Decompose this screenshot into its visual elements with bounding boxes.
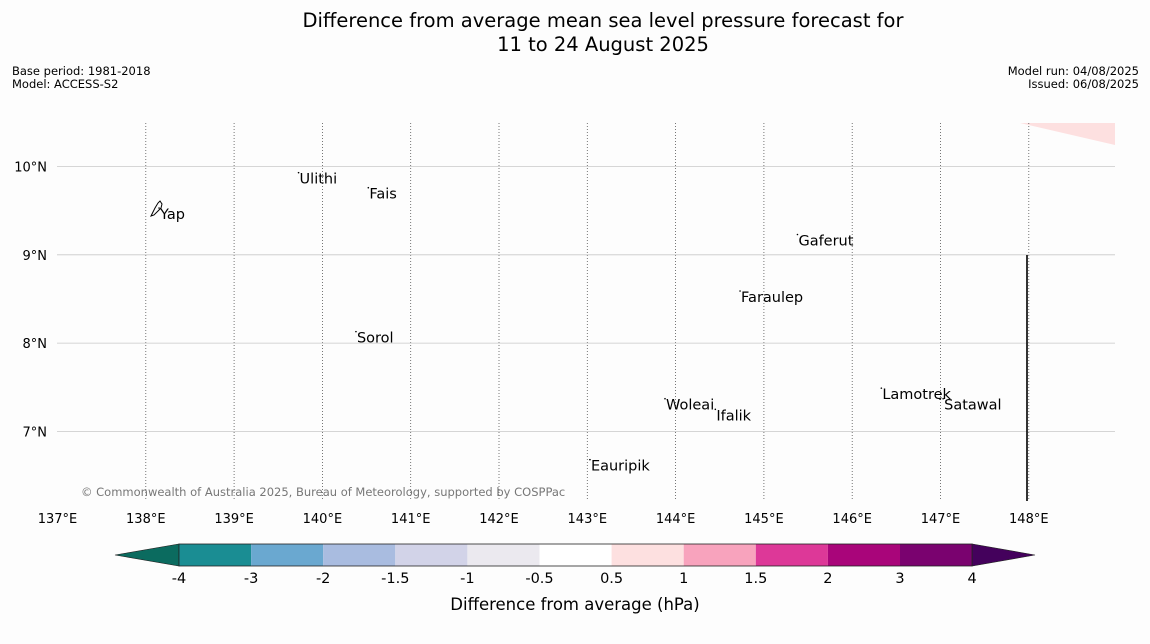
longitude-label: 144°E: [656, 512, 696, 527]
place-marker: [739, 290, 741, 292]
colorbar-tick-label: 1.5: [744, 571, 767, 587]
place-label: Sorol: [357, 331, 394, 347]
place-label: Ulithi: [300, 172, 338, 188]
title-line-1: Difference from average mean sea level p…: [302, 9, 904, 32]
place-label: Woleai: [666, 398, 714, 414]
latitude-label: 7°N: [23, 425, 48, 440]
colorbar-tick-label: 1: [679, 571, 688, 587]
place-label: Yap: [159, 207, 185, 223]
longitude-label: 139°E: [214, 512, 254, 527]
colorbar-frame: [178, 543, 973, 567]
latitude-label: 8°N: [23, 337, 48, 352]
gridlines: [57, 123, 1115, 501]
longitude-label: 145°E: [744, 512, 784, 527]
colorbar-segment: [611, 544, 684, 566]
anomaly-shade: [1020, 123, 1115, 145]
longitude-label: 140°E: [303, 512, 343, 527]
place-label: Fais: [369, 187, 396, 203]
colorbar-tick-label: 2: [823, 571, 832, 587]
colorbar-ticks: -4 -3 -2 -1.5 -1 -0.5 0.5 1 1.5 2 3 4: [172, 571, 977, 587]
yap-island-outline: [150, 200, 163, 217]
longitude-label: 141°E: [391, 512, 431, 527]
place-marker: [942, 397, 944, 400]
colorbar-extend-low: [114, 543, 180, 567]
place-marker: [664, 397, 666, 400]
latitude-label: 10°N: [14, 161, 47, 176]
issued-text: Issued: 06/08/2025: [1028, 77, 1139, 91]
colorbar-segment: [755, 544, 828, 566]
colorbar-segment: [395, 544, 468, 566]
longitude-label: 143°E: [568, 512, 608, 527]
meta-left: Base period: 1981-2018 Model: ACCESS-S2: [12, 65, 151, 91]
chart-title: Difference from average mean sea level p…: [0, 9, 1150, 57]
colorbar-label: Difference from average (hPa): [450, 595, 699, 614]
model-text: Model: ACCESS-S2: [12, 77, 119, 91]
longitude-label: 142°E: [479, 512, 519, 527]
longitude-label: 147°E: [921, 512, 961, 527]
meta-right: Model run: 04/08/2025 Issued: 06/08/2025: [1008, 65, 1139, 91]
longitude-label: 148°E: [1009, 512, 1049, 527]
place-marker: [158, 207, 160, 209]
place-marker: [589, 458, 591, 461]
latitude-labels: 10°N 9°N 8°N 7°N: [14, 161, 47, 441]
colorbar-tick-label: -2: [316, 571, 330, 587]
colorbar-segment: [179, 544, 252, 566]
place-label: Gaferut: [798, 233, 853, 249]
place-marker: [367, 186, 370, 189]
place-labels: Ulithi Fais Yap Gaferut Faraulep Sorol Lamotre…: [158, 171, 1002, 475]
place-marker: [355, 330, 357, 333]
colorbar-segment: [323, 544, 396, 566]
island-dot: [939, 398, 941, 400]
colorbar-tick-label: -4: [172, 571, 186, 587]
place-marker: [297, 171, 300, 174]
place-label: Ifalik: [716, 408, 751, 424]
longitude-label: 146°E: [832, 512, 872, 527]
latitude-label: 9°N: [23, 249, 48, 264]
longitude-label: 137°E: [38, 512, 78, 527]
colorbar-tick-label: 0.5: [600, 571, 623, 587]
place-marker: [796, 233, 799, 236]
colorbar-segment: [251, 544, 324, 566]
colorbar-segments: [114, 543, 1036, 567]
colorbar-tick-label: -1.5: [381, 571, 409, 587]
map-frame: [57, 123, 1115, 501]
longitude-labels: 137°E 138°E 139°E 140°E 141°E 142°E 143°E 144°E…: [38, 512, 1049, 527]
colorbar-segment: [900, 544, 973, 566]
place-marker: [714, 408, 717, 411]
colorbar-segment: [467, 544, 540, 566]
colorbar-tick-label: -3: [244, 571, 258, 587]
colorbar-segment: [539, 544, 612, 566]
place-label: Eauripik: [591, 459, 650, 475]
place-label: Satawal: [944, 398, 1001, 414]
longitude-label: 138°E: [126, 512, 166, 527]
copyright-text: © Commonwealth of Australia 2025, Bureau…: [81, 485, 565, 499]
place-label: Lamotrek: [882, 387, 951, 403]
base-period-text: Base period: 1981-2018: [12, 64, 151, 78]
place-label: Faraulep: [741, 290, 803, 306]
colorbar-segment: [683, 544, 756, 566]
colorbar-tick-label: -1: [460, 571, 474, 587]
colorbar-extend-high: [971, 543, 1036, 567]
colorbar-tick-label: 3: [895, 571, 904, 587]
colorbar-tick-label: 4: [967, 571, 976, 587]
colorbar-tick-label: -0.5: [525, 571, 553, 587]
model-run-text: Model run: 04/08/2025: [1007, 64, 1139, 78]
colorbar-segment: [827, 544, 900, 566]
map: 137°E 138°E 139°E 140°E 141°E 142°E 143°E 144°E…: [14, 123, 1115, 527]
place-marker: [880, 387, 883, 389]
title-line-2: 11 to 24 August 2025: [497, 33, 709, 56]
